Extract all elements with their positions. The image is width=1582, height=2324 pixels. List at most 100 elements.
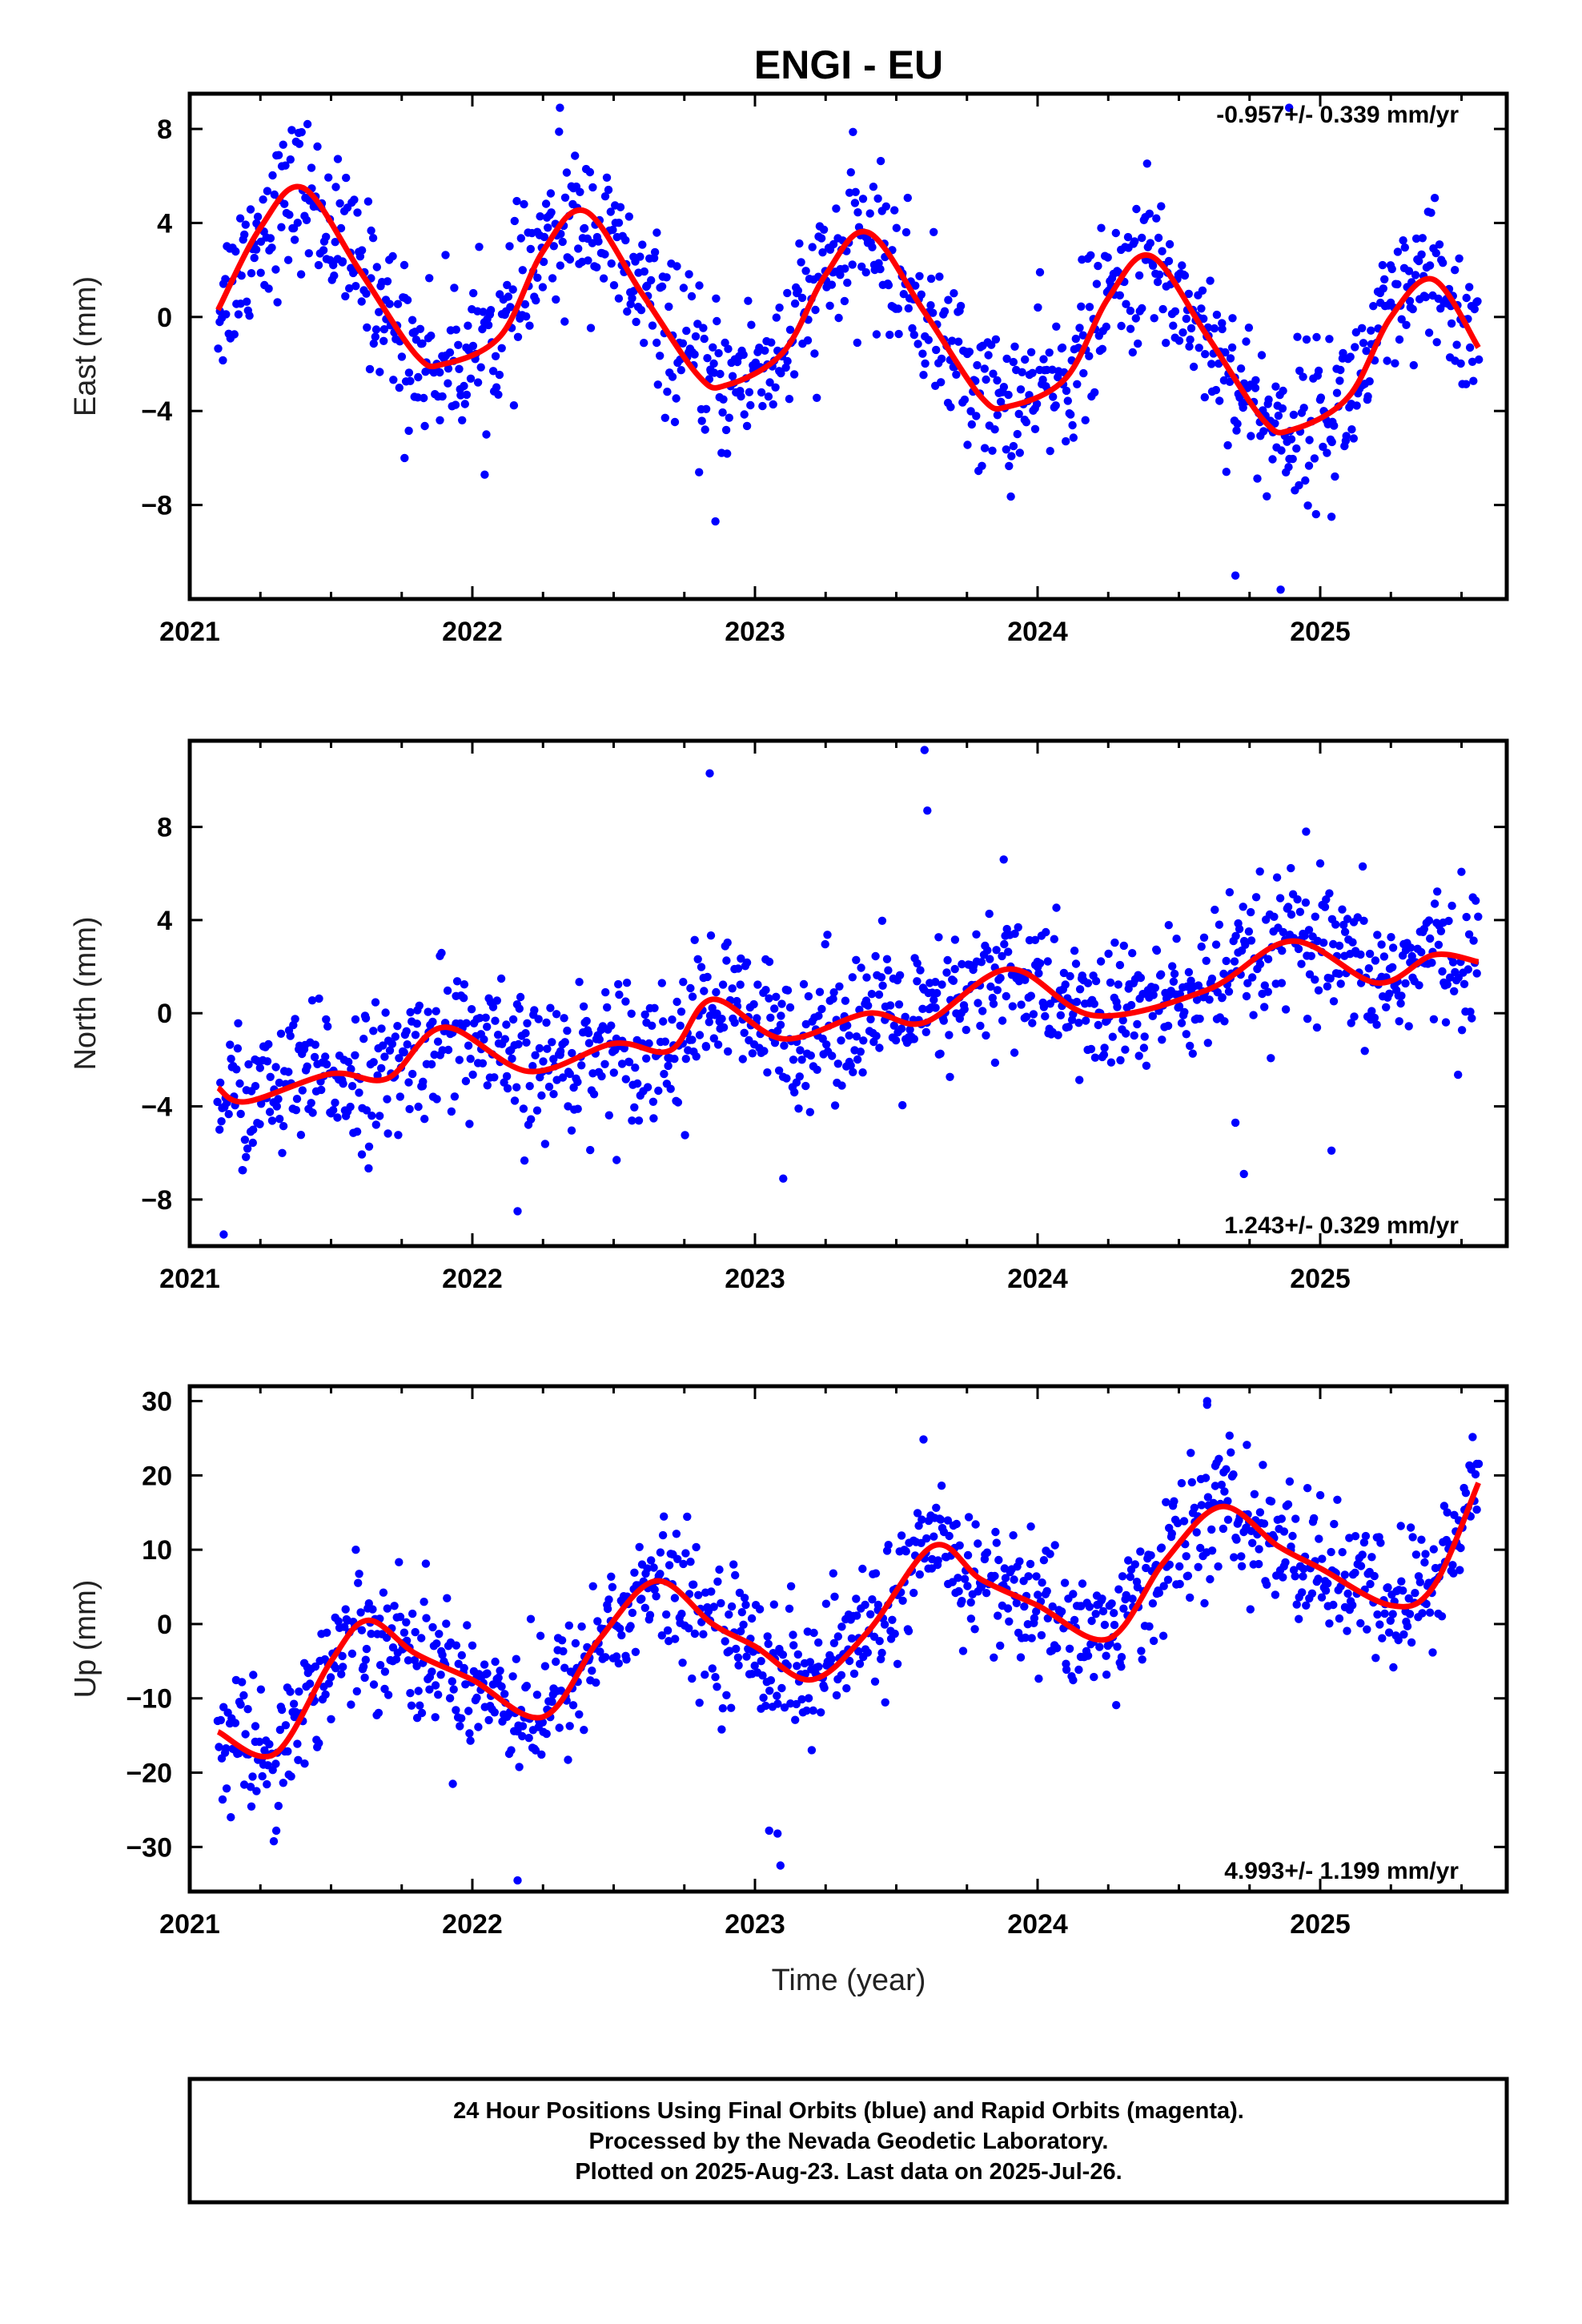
data-point — [661, 413, 669, 422]
data-point — [464, 321, 472, 330]
data-point — [255, 1120, 264, 1129]
data-point — [1130, 1031, 1138, 1040]
data-point — [682, 326, 691, 336]
data-point — [251, 1722, 260, 1731]
data-point — [648, 1097, 658, 1107]
data-point — [695, 1031, 705, 1039]
data-point — [1154, 270, 1164, 279]
y-tick-label: 0 — [157, 999, 172, 1029]
data-point — [915, 1570, 925, 1579]
data-point — [559, 1647, 568, 1656]
data-point — [361, 1655, 370, 1664]
data-point — [842, 1684, 851, 1693]
data-point — [234, 310, 243, 319]
data-point — [1026, 1559, 1035, 1569]
data-point — [558, 1073, 568, 1082]
data-point — [649, 1114, 658, 1123]
data-point — [1346, 352, 1355, 361]
data-point — [687, 292, 697, 301]
data-point — [513, 332, 523, 341]
data-point — [468, 341, 478, 351]
data-point — [338, 1651, 347, 1661]
data-point — [329, 260, 338, 270]
data-point — [1325, 335, 1334, 344]
data-point — [977, 958, 986, 967]
data-point — [1342, 432, 1351, 440]
data-point — [1038, 376, 1047, 384]
data-point — [380, 1052, 389, 1061]
data-point — [1292, 1600, 1301, 1609]
data-point — [592, 263, 601, 271]
data-point — [1157, 202, 1166, 211]
data-point — [303, 1062, 311, 1072]
data-point — [707, 1587, 716, 1596]
data-point — [617, 1059, 627, 1068]
data-point — [999, 383, 1009, 392]
data-point — [635, 1542, 644, 1552]
data-point — [612, 1652, 621, 1661]
data-point — [483, 1081, 492, 1090]
data-point — [1100, 1620, 1110, 1630]
outlier-point — [765, 1826, 773, 1835]
data-point — [944, 296, 953, 304]
data-point — [865, 209, 874, 218]
data-point — [868, 1595, 877, 1604]
data-point — [1175, 1579, 1184, 1589]
data-point — [1244, 324, 1254, 332]
data-point — [1443, 980, 1452, 989]
data-point — [296, 1131, 306, 1140]
data-point — [347, 1064, 355, 1074]
data-point — [716, 369, 725, 379]
data-point — [761, 1701, 770, 1711]
y-tick-label: 20 — [142, 1461, 172, 1491]
data-point — [520, 300, 530, 309]
data-point — [493, 1031, 503, 1039]
data-point — [1356, 1562, 1366, 1570]
data-point — [1082, 1016, 1090, 1025]
data-point — [1004, 947, 1013, 956]
data-point — [996, 1641, 1005, 1651]
data-point — [1397, 315, 1406, 324]
data-point — [1247, 936, 1256, 945]
data-point — [666, 1084, 675, 1093]
data-point — [1331, 920, 1340, 929]
data-point — [1118, 1572, 1127, 1581]
data-point — [304, 249, 313, 258]
data-point — [615, 990, 624, 999]
data-point — [268, 1766, 277, 1775]
data-point — [1435, 240, 1444, 249]
data-point — [1117, 1653, 1126, 1662]
data-point — [725, 413, 733, 422]
data-point — [408, 316, 417, 324]
data-point — [1397, 991, 1406, 1000]
data-point — [221, 275, 230, 283]
data-point — [638, 240, 647, 249]
data-point — [1195, 1015, 1204, 1023]
data-point — [508, 1672, 517, 1681]
data-point — [359, 1035, 368, 1043]
data-point — [665, 1637, 673, 1646]
data-point — [918, 1004, 927, 1014]
data-point — [1310, 454, 1319, 463]
data-point — [765, 1687, 774, 1695]
data-point — [1299, 372, 1307, 381]
data-point — [1336, 365, 1345, 375]
data-point — [1377, 940, 1386, 949]
data-point — [821, 939, 829, 949]
data-point — [510, 216, 519, 226]
data-point — [1220, 1487, 1229, 1496]
data-point — [631, 1647, 640, 1656]
data-point — [956, 301, 966, 311]
data-point — [520, 1156, 529, 1165]
data-point — [425, 1685, 434, 1694]
data-point — [980, 444, 990, 452]
data-point — [1333, 1495, 1342, 1505]
data-point — [1433, 887, 1442, 896]
data-point — [770, 1039, 780, 1047]
data-point — [709, 1034, 718, 1043]
data-point — [1165, 239, 1174, 249]
data-point — [686, 983, 695, 993]
data-point — [926, 274, 936, 283]
data-point — [1174, 1002, 1184, 1011]
data-point — [624, 1058, 634, 1067]
